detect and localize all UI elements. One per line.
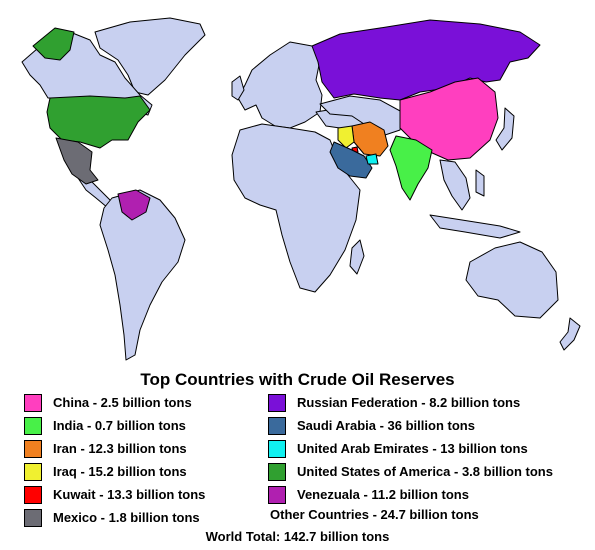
legend-item-usa: United States of America - 3.8 billion t… <box>268 462 553 481</box>
world-total: World Total: 142.7 billion tons <box>205 529 390 544</box>
legend-label: Saudi Arabia - 36 billion tons <box>297 418 475 433</box>
land-masses <box>21 17 581 361</box>
country-iran <box>351 121 389 157</box>
legend-item-russia: Russian Federation - 8.2 billion tons <box>268 393 520 412</box>
legend-label: Iraq - 15.2 billion tons <box>53 464 187 479</box>
legend-swatch <box>268 439 286 458</box>
legend-other-countries: Other Countries - 24.7 billion tons <box>270 507 479 522</box>
land-africa <box>231 123 361 293</box>
legend-label: India - 0.7 billion tons <box>53 418 186 433</box>
legend-swatch <box>268 462 286 481</box>
legend-label: United Arab Emirates - 13 billion tons <box>297 441 528 456</box>
legend-item-venezuala: Venezuala - 11.2 billion tons <box>268 485 469 504</box>
legend-swatch <box>24 416 42 435</box>
world-map <box>21 17 581 361</box>
legend-item-china: China - 2.5 billion tons <box>24 393 192 412</box>
land-indonesia <box>429 214 521 239</box>
legend-item-saudi-arabia: Saudi Arabia - 36 billion tons <box>268 416 475 435</box>
legend-label: Russian Federation - 8.2 billion tons <box>297 395 521 410</box>
legend-item-uae: United Arab Emirates - 13 billion tons <box>268 439 528 458</box>
map-title: Top Countries with Crude Oil Reserves <box>140 370 455 389</box>
country-india <box>389 135 433 201</box>
country-russia <box>311 19 541 101</box>
legend-item-mexico: Mexico - 1.8 billion tons <box>24 508 200 527</box>
legend-item-iran: Iran - 12.3 billion tons <box>24 439 187 458</box>
country-venezuala <box>117 189 151 221</box>
legend-item-iraq: Iraq - 15.2 billion tons <box>24 462 187 481</box>
legend-label: Iran - 12.3 billion tons <box>53 441 187 456</box>
land-new-zealand <box>559 317 581 351</box>
land-central-asia <box>319 95 403 136</box>
legend-swatch <box>24 485 42 504</box>
land-madagascar <box>349 239 365 275</box>
land-philippines <box>475 169 485 197</box>
legend-swatch <box>24 508 42 527</box>
country-alaska <box>32 27 75 61</box>
land-japan <box>495 107 515 151</box>
legend-item-india: India - 0.7 billion tons <box>24 416 186 435</box>
legend-swatch <box>268 393 286 412</box>
country-uae <box>365 153 379 165</box>
land-se-asia <box>439 159 471 211</box>
country-usa <box>46 95 151 149</box>
land-britain <box>231 75 245 101</box>
land-australia <box>465 241 559 319</box>
legend-swatch <box>24 393 42 412</box>
legend-swatch <box>24 462 42 481</box>
legend-label: Venezuala - 11.2 billion tons <box>297 487 469 502</box>
legend-label: Kuwait - 13.3 billion tons <box>53 487 206 502</box>
land-greenland <box>94 17 206 96</box>
land-europe <box>237 41 323 129</box>
legend-item-kuwait: Kuwait - 13.3 billion tons <box>24 485 205 504</box>
land-south-america <box>99 189 186 361</box>
legend-label: China - 2.5 billion tons <box>53 395 192 410</box>
legend-swatch <box>268 416 286 435</box>
country-saudi-arabia <box>329 141 373 179</box>
legend-label: United States of America - 3.8 billion t… <box>297 464 553 479</box>
country-mexico <box>55 137 99 185</box>
legend-swatch <box>24 439 42 458</box>
legend-swatch <box>268 485 286 504</box>
country-iraq <box>337 125 355 149</box>
highlighted-countries <box>32 19 541 221</box>
legend-label: Mexico - 1.8 billion tons <box>53 510 200 525</box>
